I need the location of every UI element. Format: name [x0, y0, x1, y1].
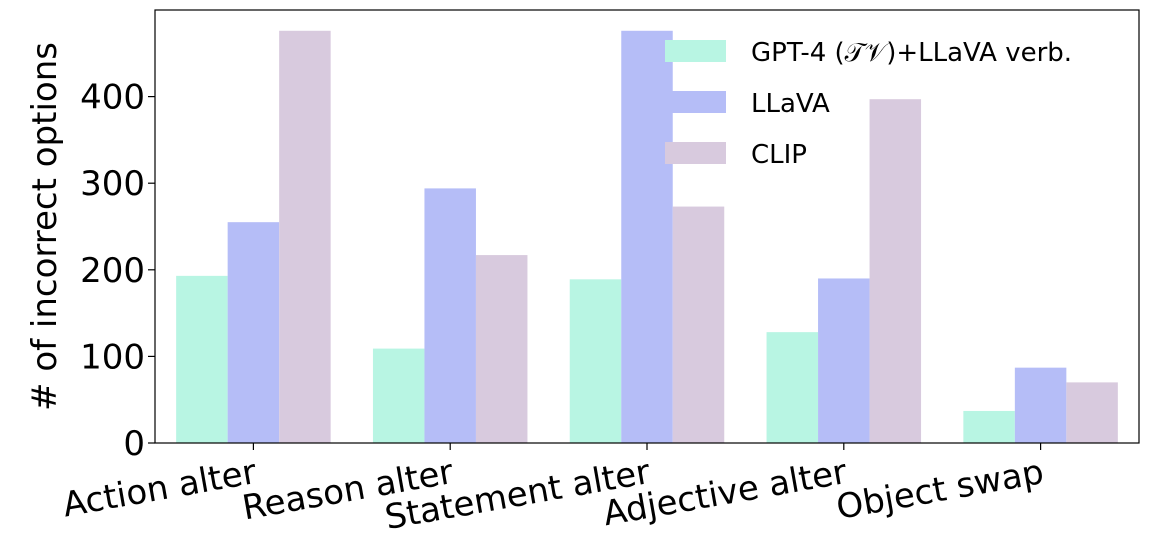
y-tick-label: 200	[80, 251, 145, 291]
bar-1-3	[569, 279, 622, 443]
legend-swatch	[665, 91, 726, 113]
legend-swatch	[665, 40, 726, 62]
bar-1-5	[963, 410, 1015, 443]
bar-3-5	[1066, 382, 1118, 443]
bar-1-1	[176, 275, 228, 443]
legend-label: LLaVA	[751, 89, 830, 119]
bar-1-4	[766, 332, 819, 443]
bar-3-2	[475, 255, 528, 443]
legend: GPT-4 (𝒯𝒱)+LLaVA verb. LLaVA CLIP	[665, 38, 1072, 170]
bar-1-2	[372, 348, 425, 443]
bars-group	[176, 30, 1118, 444]
legend-label: CLIP	[751, 140, 807, 170]
bar-2-2	[424, 188, 476, 443]
y-axis-label: # of incorrect options	[25, 42, 65, 411]
y-tick-label: 0	[123, 424, 145, 464]
x-tick-label: Action alter	[60, 452, 260, 525]
legend-swatch	[665, 142, 726, 164]
y-axis: 0 100 200 300 400	[80, 78, 155, 464]
y-tick-label: 300	[80, 164, 145, 204]
bar-3-1	[279, 30, 331, 444]
y-tick-label: 100	[80, 337, 145, 377]
bar-2-5	[1014, 367, 1067, 443]
legend-label: GPT-4 (𝒯𝒱)+LLaVA verb.	[751, 38, 1072, 68]
bar-3-3	[672, 206, 725, 443]
bar-2-1	[227, 222, 280, 443]
bar-2-3	[621, 30, 673, 444]
bar-2-4	[818, 278, 870, 443]
y-tick-label: 400	[80, 78, 145, 118]
bar-3-4	[869, 99, 922, 443]
x-tick-label: Object swap	[833, 452, 1046, 528]
